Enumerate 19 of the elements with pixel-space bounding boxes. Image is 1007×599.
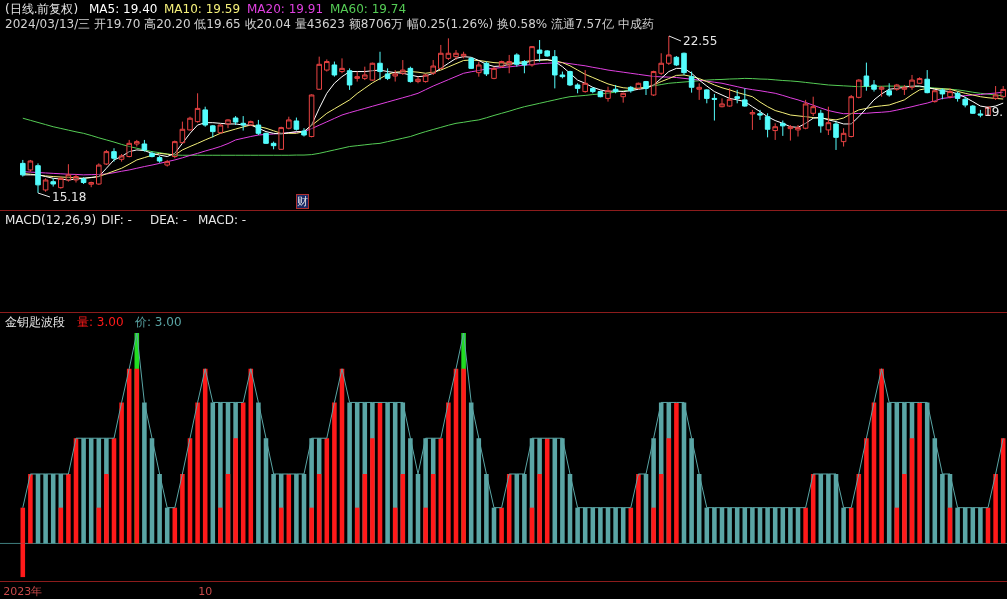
text: MACD(12,26,9) [5,213,97,227]
text: 量: 3.00 [77,315,124,329]
chart-title: 金钥匙波段 [5,315,65,329]
text: MA5: 19.40 [89,2,158,16]
text: MA60: 19.74 [330,2,407,16]
series-label: 价: 3.00 [134,315,182,329]
x-tick-label: 2023年 [3,585,43,599]
text: MA10: 19.59 [164,2,241,16]
text: MA20: 19.91 [247,2,324,16]
chart-title: (日线.前复权) [5,2,79,16]
text: DIF: - [101,213,132,227]
text: MACD: - [198,213,247,227]
text: DEA: - [150,213,188,227]
annotation: 22.55 [683,34,718,48]
annotation: 19. [984,105,1004,119]
text: 2024/03/13/三 开19.70 高20.20 低19.65 收20.04 量43623 额8706万 幅0.25(1.26%) 换0.58% 流通7.57亿 中成药 [5,17,654,31]
annotation: 财 [297,195,308,208]
annotation: 15.18 [52,190,87,204]
x-tick-label: 10 [198,585,213,599]
